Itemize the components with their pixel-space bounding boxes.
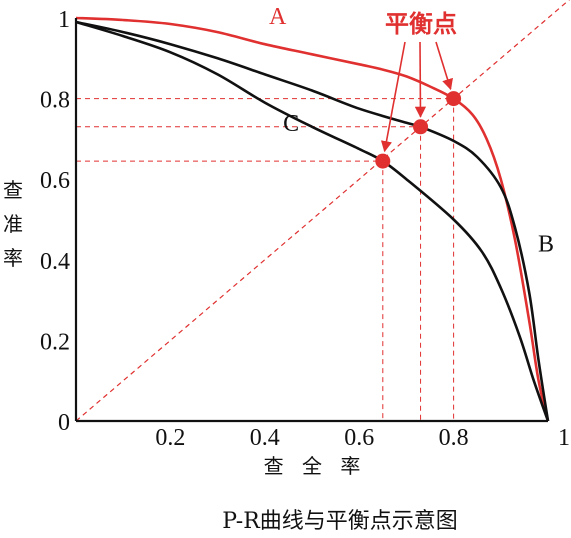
y-axis-label-char-3: 率 (3, 246, 23, 270)
y-tick-label: 0.2 (40, 329, 70, 355)
curve-label-C: C (283, 111, 299, 137)
y-tick-label: 0 (58, 410, 70, 436)
arrow-to-C (380, 41, 406, 153)
curve-labels: A B C (269, 4, 554, 258)
curve-label-B: B (538, 232, 554, 258)
x-tick-label: 0.8 (439, 425, 469, 451)
y-tick-label: 0.6 (40, 168, 70, 194)
break-even-dots (375, 91, 462, 169)
dashed-guides (76, 98, 455, 421)
x-axis-label: 查 全 率 (264, 454, 367, 478)
curve-label-A: A (269, 4, 287, 30)
x-tick-label: 1 (558, 425, 570, 451)
tick-labels: 0 0.2 0.4 0.6 0.8 1 0.2 0.4 0.6 0.8 1 (40, 7, 570, 451)
y-tick-label: 1 (58, 7, 70, 33)
break-even-dot-B (413, 119, 429, 135)
annotation-arrows (380, 41, 453, 153)
arrow-to-B (414, 41, 427, 118)
break-even-dot-C (375, 153, 391, 169)
arrow-to-A (435, 41, 453, 91)
y-axis-label-char-2: 准 (3, 212, 23, 236)
curve-A (75, 16, 550, 422)
break-even-dot-A (446, 91, 462, 107)
diagonal-line (75, 0, 571, 422)
axes (74, 18, 548, 423)
x-tick-label: 0.6 (344, 425, 374, 451)
x-tick-label: 0.2 (155, 425, 185, 451)
x-tick-label: 0.4 (250, 425, 280, 451)
y-tick-label: 0.8 (40, 88, 70, 114)
y-tick-label: 0.4 (40, 249, 70, 275)
y-axis-label-char-1: 查 (3, 178, 23, 202)
figure-caption: P-R曲线与平衡点示意图 (222, 509, 458, 534)
break-even-annotation: 平衡点 (385, 10, 457, 38)
